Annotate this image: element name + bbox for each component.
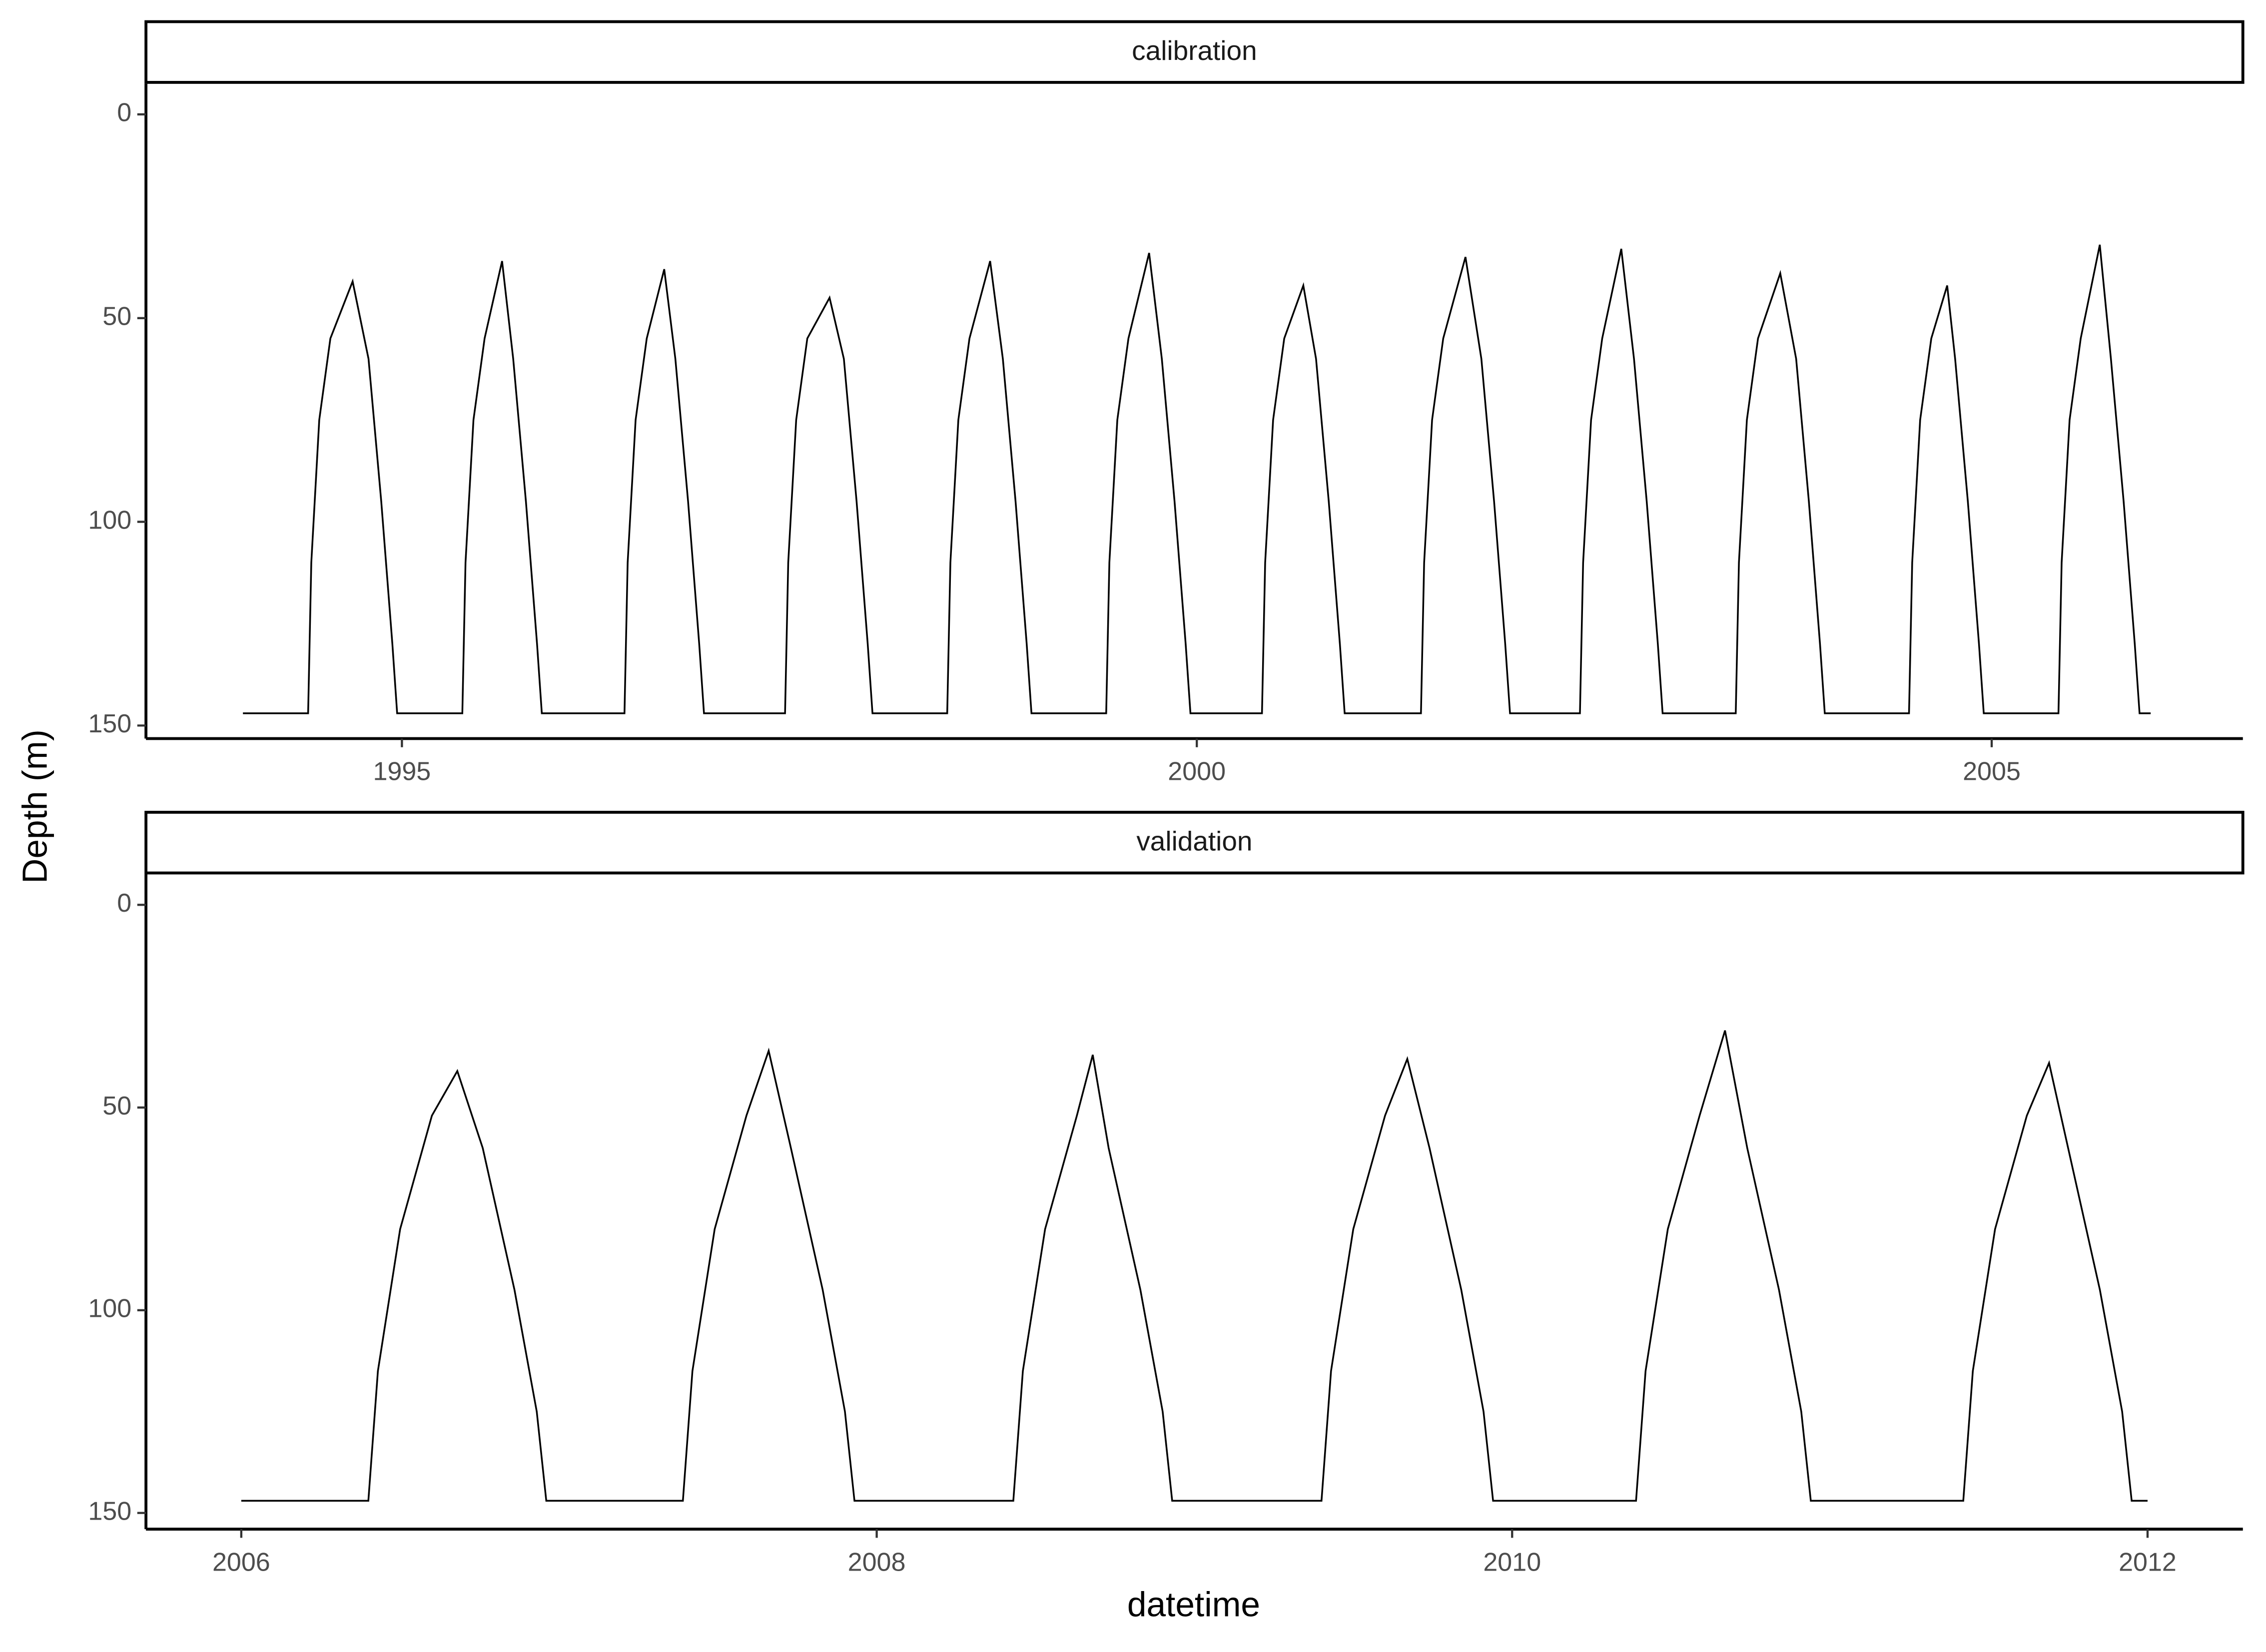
strip-label: validation [1136,826,1252,857]
x-axis-title: datetime [1127,1585,1260,1624]
y-tick-label: 150 [88,709,131,738]
y-tick-label: 50 [102,302,131,331]
x-tick-label: 2006 [212,1548,270,1577]
x-tick-label: 2012 [2119,1548,2177,1577]
y-tick-label: 150 [88,1497,131,1526]
y-tick-label: 0 [117,889,131,918]
x-tick-label: 2010 [1483,1548,1541,1577]
strip [144,811,2245,875]
depth-line [241,1030,2148,1502]
strip [144,20,2245,84]
depth-line [243,244,2151,714]
x-tick-label: 1995 [373,757,431,786]
y-tick-label: 0 [117,98,131,127]
y-tick-label: 100 [88,506,131,535]
y-axis-title: Depth (m) [15,729,54,884]
y-tick-label: 50 [102,1092,131,1120]
strip-label: calibration [1132,35,1257,66]
y-tick-label: 100 [88,1294,131,1323]
x-tick-label: 2005 [1963,757,2021,786]
x-tick-label: 2000 [1168,757,1226,786]
x-tick-label: 2008 [848,1548,906,1577]
